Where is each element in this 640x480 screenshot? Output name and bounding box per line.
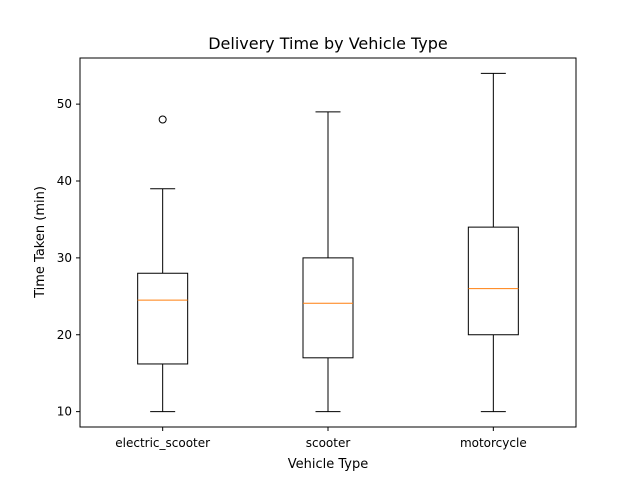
box-iqr xyxy=(467,226,519,336)
box-iqr xyxy=(137,272,189,365)
plot-frame xyxy=(79,57,577,428)
x-tick-label: electric_scooter xyxy=(115,436,210,450)
x-tick-label: scooter xyxy=(306,436,351,450)
chart-title: Delivery Time by Vehicle Type xyxy=(208,34,448,53)
outlier-point xyxy=(158,115,167,124)
x-axis-label: Vehicle Type xyxy=(288,457,368,472)
y-tick-label: 50 xyxy=(57,97,72,111)
y-tick-label: 20 xyxy=(57,328,72,342)
y-axis-label: Time Taken (min) xyxy=(33,186,48,299)
plot-area: 10 20 30 40 50 electric_scooter scooter motorcy… xyxy=(57,72,527,450)
box-iqr xyxy=(302,257,354,359)
y-tick-label: 40 xyxy=(57,174,72,188)
x-tick-label: motorcycle xyxy=(460,436,527,450)
y-tick-label: 30 xyxy=(57,251,72,265)
y-tick-label: 10 xyxy=(57,405,72,419)
